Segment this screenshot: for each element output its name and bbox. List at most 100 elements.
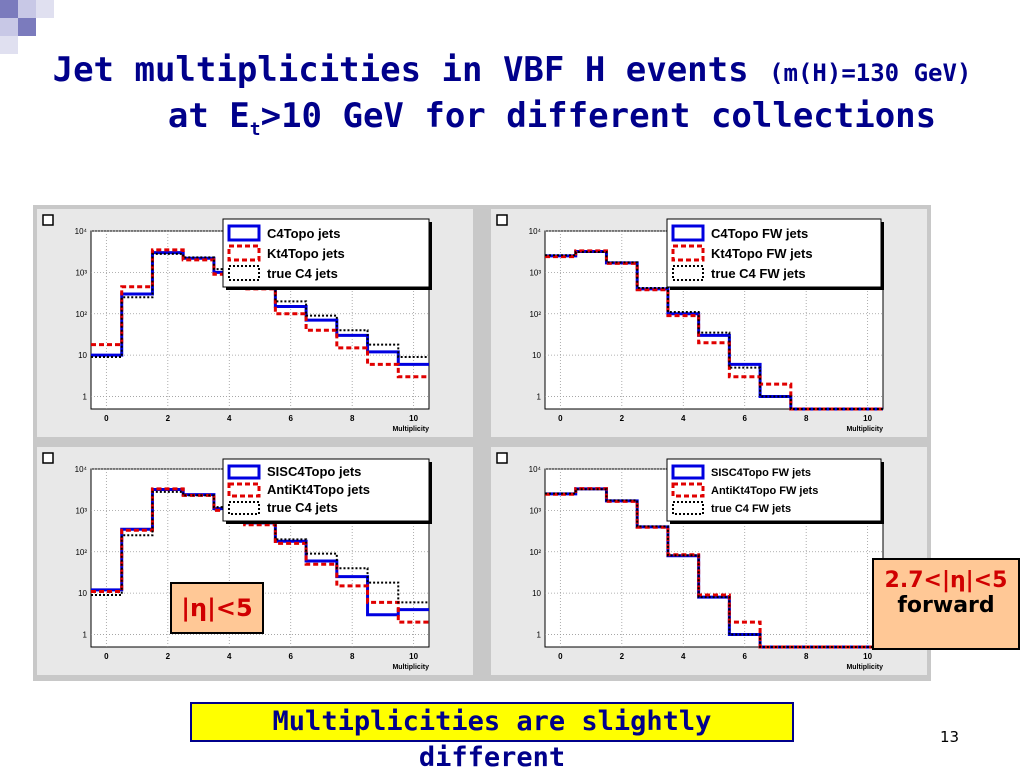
y-tick-label: 10⁴ (529, 227, 542, 236)
x-tick-label: 2 (166, 414, 171, 423)
y-tick-label: 10² (529, 310, 541, 319)
legend-entry-label: SISC4Topo jets (267, 464, 361, 479)
y-tick-label: 10⁴ (529, 465, 542, 474)
x-axis-label: Multiplicity (846, 664, 883, 671)
y-tick-label: 10³ (75, 268, 87, 277)
x-tick-label: 0 (558, 414, 563, 423)
y-tick-label: 10 (532, 589, 541, 598)
legend-entry-label: true C4 jets (267, 500, 338, 515)
title-et-suffix: >10 GeV for different collections (260, 96, 937, 136)
histogram-chart-2: 0 2 4 6 8 10 1 10 10² 10³ 10⁴ Multiplicity C4Topo FW… (496, 214, 884, 433)
histogram-series-line (545, 488, 883, 648)
legend-swatch (227, 464, 261, 480)
histogram-chart-3: 0 2 4 6 8 10 1 10 10² 10³ 10⁴ Multiplicity SISC4Topo… (42, 452, 432, 671)
y-tick-label: 10² (529, 548, 541, 557)
legend-swatch (671, 244, 705, 262)
histogram-panel-2: 0 2 4 6 8 10 1 10 10² 10³ 10⁴ Multiplicity C4Topo FW… (491, 209, 927, 437)
canvas-corner-icon (496, 452, 508, 464)
legend-box (222, 218, 430, 288)
slide-title-line2: at Et>10 GeV for different collections (40, 96, 1024, 140)
x-tick-label: 6 (289, 414, 294, 423)
histogram-panel-4: 0 2 4 6 8 10 1 10 10² 10³ 10⁴ Multiplicity SISC4Topo… (491, 447, 927, 675)
y-tick-label: 1 (537, 393, 542, 402)
legend-entry-label: Kt4Topo FW jets (711, 246, 813, 261)
x-tick-label: 2 (620, 652, 625, 661)
x-tick-label: 4 (227, 414, 232, 423)
y-tick-label: 10³ (75, 506, 87, 515)
page-number: 13 (940, 728, 960, 746)
x-tick-label: 2 (166, 652, 171, 661)
legend-swatch (227, 244, 261, 262)
y-tick-label: 1 (537, 631, 542, 640)
x-tick-label: 0 (104, 652, 109, 661)
plots-frame: 0 2 4 6 8 10 1 10 10² 10³ 10⁴ Multiplicity C4Topo je… (33, 205, 931, 681)
legend-entry-label: true C4 FW jets (711, 503, 791, 515)
canvas-corner-icon (42, 214, 54, 226)
y-tick-label: 10² (75, 310, 87, 319)
y-tick-label: 10² (75, 548, 87, 557)
y-tick-label: 1 (83, 631, 88, 640)
legend-swatch (227, 482, 261, 498)
legend-box (222, 458, 430, 522)
x-axis-label: Multiplicity (392, 664, 429, 671)
x-tick-label: 10 (409, 652, 418, 661)
slide-title-line1: Jet multiplicities in VBF H events (m(H)… (0, 50, 1024, 90)
y-tick-label: 1 (83, 393, 88, 402)
legend-entry-label: Kt4Topo jets (267, 246, 345, 261)
x-axis-label: Multiplicity (846, 426, 883, 433)
eta-central-label: |η|<5 (170, 582, 264, 634)
title-mass-text: (m(H)=130 GeV) (769, 59, 972, 87)
canvas-corner-icon (496, 214, 508, 226)
x-tick-label: 8 (804, 414, 809, 423)
legend-entry-label: true C4 jets (267, 266, 338, 281)
eta-forward-label: 2.7<|η|<5 forward (872, 558, 1020, 650)
canvas-corner-icon (42, 452, 54, 464)
x-tick-label: 8 (350, 414, 355, 423)
x-tick-label: 8 (804, 652, 809, 661)
x-tick-label: 6 (743, 652, 748, 661)
legend-entry-label: true C4 FW jets (711, 266, 806, 281)
x-tick-label: 8 (350, 652, 355, 661)
y-tick-label: 10 (78, 351, 87, 360)
x-tick-label: 4 (681, 414, 686, 423)
legend-swatch (671, 482, 705, 498)
y-tick-label: 10³ (529, 506, 541, 515)
histogram-panel-1: 0 2 4 6 8 10 1 10 10² 10³ 10⁴ Multiplicity C4Topo je… (37, 209, 473, 437)
histogram-chart-4: 0 2 4 6 8 10 1 10 10² 10³ 10⁴ Multiplicity SISC4Topo… (496, 452, 884, 671)
y-tick-label: 10⁴ (75, 465, 88, 474)
legend-swatch (672, 501, 704, 515)
histogram-series-line (91, 248, 429, 379)
legend-entry-label: AntiKt4Topo jets (267, 482, 370, 497)
y-tick-label: 10 (78, 589, 87, 598)
legend-entry-label: C4Topo FW jets (711, 226, 808, 241)
legend-swatch (228, 265, 260, 281)
legend-entry-label: AntiKt4Topo FW jets (711, 485, 818, 497)
x-tick-label: 6 (289, 652, 294, 661)
x-tick-label: 0 (558, 652, 563, 661)
x-tick-label: 2 (620, 414, 625, 423)
title-et-subscript: t (249, 118, 261, 140)
histogram-panel-3: 0 2 4 6 8 10 1 10 10² 10³ 10⁴ Multiplicity SISC4Topo… (37, 447, 473, 675)
x-tick-label: 6 (743, 414, 748, 423)
x-axis-label: Multiplicity (392, 426, 429, 433)
y-tick-label: 10 (532, 351, 541, 360)
legend-swatch (227, 224, 261, 242)
eta-forward-word: forward (897, 593, 995, 618)
title-main-text: Jet multiplicities in VBF H events (52, 50, 749, 90)
legend-swatch (671, 464, 705, 480)
legend-entry-label: C4Topo jets (267, 226, 340, 241)
legend-swatch (671, 224, 705, 242)
legend-entry-label: SISC4Topo FW jets (711, 467, 811, 479)
x-tick-label: 4 (681, 652, 686, 661)
legend-swatch (228, 501, 260, 515)
x-tick-label: 10 (863, 652, 872, 661)
x-tick-label: 0 (104, 414, 109, 423)
x-tick-label: 10 (863, 414, 872, 423)
legend-swatch (672, 265, 704, 281)
conclusion-box: Multiplicities are slightly different (190, 702, 794, 773)
x-tick-label: 10 (409, 414, 418, 423)
histogram-chart-1: 0 2 4 6 8 10 1 10 10² 10³ 10⁴ Multiplicity C4Topo je… (42, 214, 432, 433)
title-et-prefix: at E (167, 96, 250, 136)
x-tick-label: 4 (227, 652, 232, 661)
y-tick-label: 10³ (529, 268, 541, 277)
